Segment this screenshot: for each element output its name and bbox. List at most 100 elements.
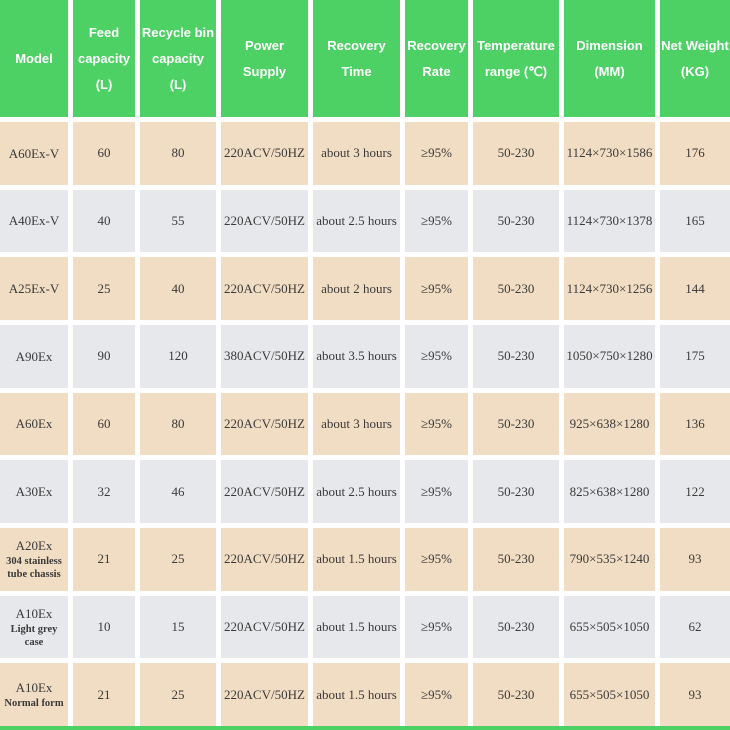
- cell-feed-capacity: 21: [73, 528, 135, 591]
- cell-recovery-time: about 1.5 hours: [313, 528, 400, 591]
- cell-model: A10Ex Light grey case: [0, 595, 68, 659]
- cell-temperature-range: 50-230: [473, 460, 559, 523]
- cell-recovery-time: about 3 hours: [313, 392, 400, 456]
- model-name: A60Ex: [15, 416, 53, 432]
- column-header-dimension: Dimension (MM): [564, 0, 655, 117]
- column-header-line: Power: [244, 37, 284, 53]
- cell-feed-capacity: 40: [73, 189, 135, 253]
- cell-model: A40Ex-V: [0, 189, 68, 253]
- cell-recovery-time: about 2 hours: [313, 257, 400, 320]
- column-header-line: Recovery: [407, 37, 466, 53]
- column-header-line: capacity: [151, 50, 205, 66]
- cell-power-supply: 220ACV/50HZ: [221, 257, 308, 320]
- cell-dimension: 790×535×1240: [564, 528, 655, 591]
- cell-feed-capacity: 60: [73, 392, 135, 456]
- column-header-line: (L): [95, 76, 113, 92]
- cell-temperature-range: 50-230: [473, 392, 559, 456]
- column-header-recovery-rate: Recovery Rate: [405, 0, 468, 117]
- cell-model: A90Ex: [0, 325, 68, 388]
- model-name: A60Ex-V: [8, 145, 60, 161]
- cell-temperature-range: 50-230: [473, 189, 559, 253]
- cell-temperature-range: 50-230: [473, 595, 559, 659]
- cell-model: A20Ex 304 stainless tube chassis: [0, 528, 68, 591]
- cell-model: A60Ex-V: [0, 122, 68, 185]
- cell-net-weight: 176: [660, 122, 730, 185]
- cell-net-weight: 93: [660, 663, 730, 726]
- cell-recycle-bin-capacity: 40: [140, 257, 216, 320]
- cell-recycle-bin-capacity: 25: [140, 528, 216, 591]
- model-name: A30Ex: [15, 484, 53, 500]
- model-note: 304 stainless tube chassis: [6, 556, 62, 581]
- column-header-temperature-range: Temperature range (℃): [473, 0, 559, 117]
- cell-power-supply: 220ACV/50HZ: [221, 528, 308, 591]
- cell-net-weight: 165: [660, 189, 730, 253]
- column-header-feed-capacity: Feed capacity (L): [73, 0, 135, 117]
- model-name: A40Ex-V: [8, 213, 60, 229]
- cell-net-weight: 122: [660, 460, 730, 523]
- column-header-power-supply: Power Supply: [221, 0, 308, 117]
- cell-recovery-rate: ≥95%: [405, 392, 468, 456]
- model-name: A10Ex: [15, 605, 53, 621]
- column-header-recycle-bin-capacity: Recycle bin capacity (L): [140, 0, 216, 117]
- cell-model: A30Ex: [0, 460, 68, 523]
- cell-recycle-bin-capacity: 80: [140, 392, 216, 456]
- cell-net-weight: 144: [660, 257, 730, 320]
- cell-feed-capacity: 21: [73, 663, 135, 726]
- cell-dimension: 655×505×1050: [564, 663, 655, 726]
- cell-recycle-bin-capacity: 46: [140, 460, 216, 523]
- cell-recycle-bin-capacity: 25: [140, 663, 216, 726]
- cell-power-supply: 220ACV/50HZ: [221, 460, 308, 523]
- cell-feed-capacity: 10: [73, 595, 135, 659]
- cell-net-weight: 62: [660, 595, 730, 659]
- cell-power-supply: 380ACV/50HZ: [221, 325, 308, 388]
- column-header-line: Model: [15, 50, 53, 66]
- cell-dimension: 1124×730×1378: [564, 189, 655, 253]
- cell-power-supply: 220ACV/50HZ: [221, 663, 308, 726]
- cell-dimension: 1050×750×1280: [564, 325, 655, 388]
- cell-power-supply: 220ACV/50HZ: [221, 189, 308, 253]
- column-header-line: (KG): [680, 63, 710, 79]
- cell-temperature-range: 50-230: [473, 325, 559, 388]
- cell-model: A25Ex-V: [0, 257, 68, 320]
- cell-power-supply: 220ACV/50HZ: [221, 122, 308, 185]
- cell-net-weight: 136: [660, 392, 730, 456]
- cell-model: A60Ex: [0, 392, 68, 456]
- cell-recycle-bin-capacity: 120: [140, 325, 216, 388]
- column-header-line: (L): [169, 76, 187, 92]
- cell-dimension: 1124×730×1256: [564, 257, 655, 320]
- column-header-line: range (℃): [484, 63, 548, 79]
- cell-recycle-bin-capacity: 15: [140, 595, 216, 659]
- column-header-line: Recycle bin: [141, 24, 215, 40]
- cell-recovery-rate: ≥95%: [405, 122, 468, 185]
- cell-feed-capacity: 90: [73, 325, 135, 388]
- column-header-line: Rate: [422, 63, 451, 79]
- cell-recovery-rate: ≥95%: [405, 257, 468, 320]
- cell-dimension: 925×638×1280: [564, 392, 655, 456]
- cell-recovery-time: about 1.5 hours: [313, 595, 400, 659]
- column-header-line: Time: [341, 63, 372, 79]
- cell-recovery-time: about 2.5 hours: [313, 189, 400, 253]
- column-header-net-weight: Net Weight (KG): [660, 0, 730, 117]
- cell-dimension: 1124×730×1586: [564, 122, 655, 185]
- column-header-recovery-time: Recovery Time: [313, 0, 400, 117]
- cell-power-supply: 220ACV/50HZ: [221, 595, 308, 659]
- cell-recovery-time: about 2.5 hours: [313, 460, 400, 523]
- cell-feed-capacity: 25: [73, 257, 135, 320]
- column-header-line: (MM): [594, 63, 625, 79]
- cell-model: A10Ex Normal form: [0, 663, 68, 726]
- cell-recovery-rate: ≥95%: [405, 663, 468, 726]
- cell-temperature-range: 50-230: [473, 663, 559, 726]
- cell-temperature-range: 50-230: [473, 528, 559, 591]
- column-header-line: Temperature: [477, 37, 555, 53]
- cell-recycle-bin-capacity: 55: [140, 189, 216, 253]
- model-name: A25Ex-V: [8, 281, 60, 297]
- cell-net-weight: 175: [660, 325, 730, 388]
- cell-dimension: 825×638×1280: [564, 460, 655, 523]
- cell-recovery-rate: ≥95%: [405, 528, 468, 591]
- model-name: A90Ex: [15, 348, 53, 364]
- column-header-line: capacity: [77, 50, 131, 66]
- cell-recovery-rate: ≥95%: [405, 460, 468, 523]
- column-header-line: Dimension: [576, 37, 643, 53]
